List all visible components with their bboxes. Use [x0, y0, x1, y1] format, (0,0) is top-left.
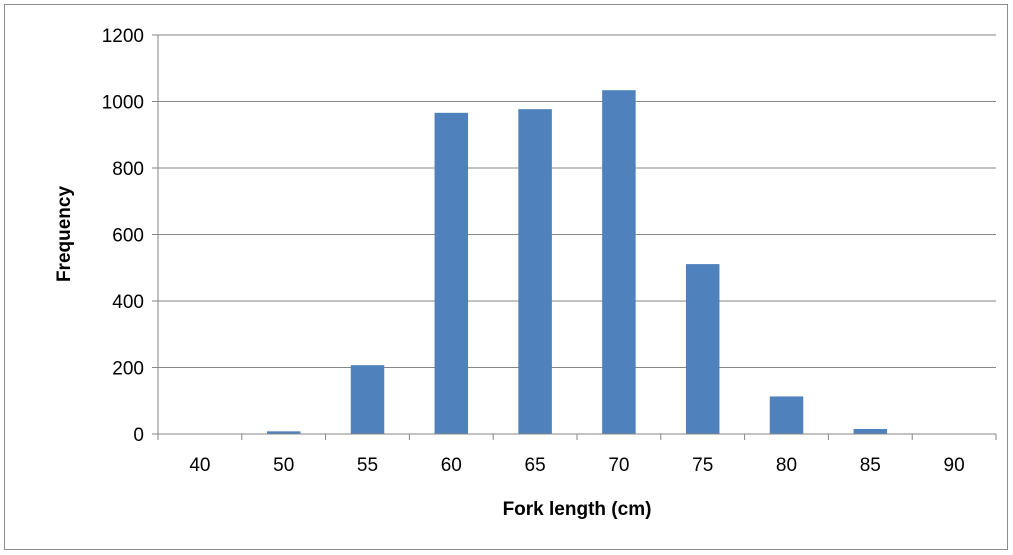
bar	[602, 90, 636, 434]
x-tick-label: 65	[525, 455, 546, 476]
bars	[266, 90, 888, 435]
chart-frame	[4, 4, 1008, 550]
x-tick-label: 70	[608, 455, 629, 476]
x-axis-title: Fork length (cm)	[503, 499, 652, 520]
x-tick-label: 40	[189, 455, 210, 476]
x-tick-label: 55	[357, 455, 378, 476]
y-tick-label: 600	[112, 226, 144, 247]
bar	[518, 109, 552, 435]
y-tick-label: 200	[112, 359, 144, 380]
bar	[350, 365, 385, 434]
bar	[266, 431, 301, 434]
x-tick-label: 85	[860, 455, 881, 476]
x-tick-labels: 40 50 55 60 65 70 75 80 85 90	[189, 455, 964, 476]
bar	[769, 396, 804, 434]
x-tick-label: 90	[944, 455, 965, 476]
axes	[152, 34, 997, 440]
y-tick-labels: 0 200 400 600 800 1000 1200	[102, 26, 144, 446]
x-tick-label: 50	[273, 455, 294, 476]
y-tick-label: 1000	[102, 93, 144, 114]
x-tick-label: 75	[692, 455, 713, 476]
y-tick-label: 800	[112, 159, 144, 180]
bar	[434, 112, 469, 435]
gridlines	[158, 34, 996, 368]
bar	[685, 264, 720, 434]
y-axis-title: Frequency	[54, 186, 75, 283]
bar	[853, 429, 888, 434]
x-tick-label: 60	[441, 455, 462, 476]
y-tick-label: 1200	[102, 26, 144, 47]
y-tick-label: 0	[133, 425, 144, 446]
x-tick-label: 80	[776, 455, 797, 476]
y-tick-label: 400	[112, 292, 144, 313]
